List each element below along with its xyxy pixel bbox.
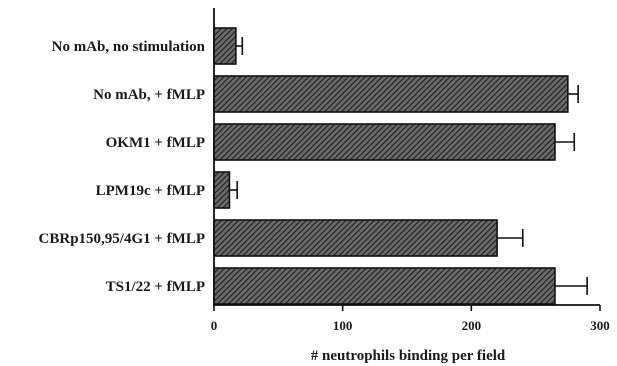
category-label-5: TS1/22 + fMLP — [106, 279, 205, 295]
bar-0 — [213, 27, 237, 65]
bar-1 — [213, 75, 569, 113]
category-label-0: No mAb, no stimulation — [52, 39, 206, 55]
error-bar-2 — [554, 133, 576, 151]
bar-5 — [213, 267, 556, 305]
x-axis: 0 100 200 300 — [211, 8, 610, 333]
error-bar-4 — [497, 229, 524, 247]
bar-3 — [213, 171, 231, 209]
category-label-4: CBRp150,95/4G1 + fMLP — [39, 231, 205, 247]
x-tick-label-1: 100 — [333, 318, 353, 333]
error-bar-3 — [229, 181, 238, 199]
error-bar-1 — [567, 85, 579, 103]
bars-layer — [213, 27, 569, 305]
error-bar-0 — [235, 37, 244, 55]
error-bars-layer — [229, 37, 588, 295]
category-labels-layer: No mAb, no stimulation No mAb, + fMLP OKM1… — [39, 39, 206, 295]
x-tick-label-3: 300 — [590, 318, 610, 333]
category-label-1: No mAb, + fMLP — [93, 87, 205, 103]
bar-4 — [213, 219, 498, 257]
category-label-2: OKM1 + fMLP — [106, 135, 205, 151]
x-tick-label-2: 200 — [462, 318, 482, 333]
error-bar-5 — [554, 277, 588, 295]
x-axis-title: # neutrophils binding per field — [311, 348, 506, 364]
bar-2 — [213, 123, 556, 161]
category-label-3: LPM19c + fMLP — [96, 183, 205, 199]
x-tick-label-0: 0 — [211, 318, 218, 333]
